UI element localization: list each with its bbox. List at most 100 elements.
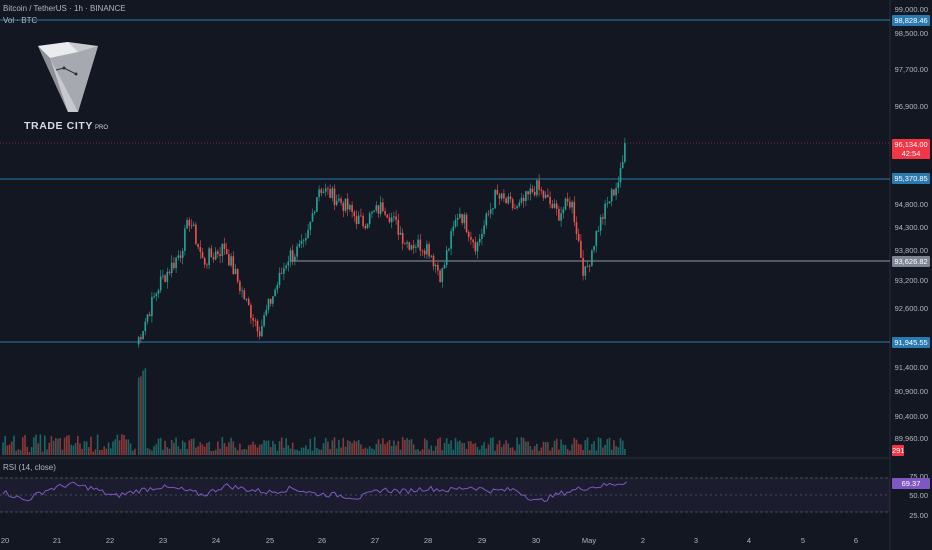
date-axis-tick: 4 <box>746 536 752 545</box>
candle <box>474 242 477 252</box>
candle <box>569 201 571 208</box>
candle <box>551 204 554 208</box>
candle <box>162 275 164 277</box>
rsi-value-tag: 69.37 <box>892 478 930 489</box>
volume-bar <box>103 446 105 455</box>
brand-watermark: TRADE CITY PRO <box>24 120 109 132</box>
volume-bar <box>206 443 208 455</box>
candle <box>538 180 540 190</box>
volume-bar <box>434 446 437 455</box>
volume-bar <box>309 438 312 455</box>
volume-bar <box>461 442 463 455</box>
volume-bar <box>166 447 169 455</box>
volume-bar <box>68 435 70 455</box>
volume-bar <box>307 449 309 455</box>
candle <box>393 216 395 218</box>
volume-bar <box>146 447 149 455</box>
volume-bar <box>114 439 116 455</box>
candle <box>481 233 483 239</box>
date-axis-tick: 25 <box>265 536 275 545</box>
volume-bar <box>46 449 48 455</box>
candle <box>606 203 609 205</box>
volume-bar <box>417 449 419 455</box>
rsi-label[interactable]: RSI (14, close) <box>3 463 56 472</box>
candle <box>593 246 595 251</box>
candle <box>395 216 397 220</box>
candle <box>375 205 378 211</box>
volume-bar <box>37 443 39 455</box>
symbol-title[interactable]: Bitcoin / TetherUS · 1h · BINANCE <box>3 4 126 13</box>
volume-bar <box>173 442 175 455</box>
candle <box>415 247 417 248</box>
volume-bar <box>197 446 199 455</box>
volume-bar <box>584 440 587 455</box>
candle <box>338 198 340 201</box>
candle <box>514 208 516 209</box>
candle <box>373 210 375 212</box>
volume-bar <box>81 448 83 455</box>
volume-bar <box>184 442 186 455</box>
volume-bar <box>450 440 452 455</box>
candle <box>470 236 472 240</box>
candle <box>492 208 494 210</box>
candle <box>518 202 521 207</box>
volume-bar <box>340 447 342 455</box>
candle <box>258 331 261 337</box>
candle <box>382 202 384 212</box>
candle <box>390 217 393 223</box>
volume-bar <box>342 437 345 455</box>
volume-bar <box>265 440 268 455</box>
candle <box>261 325 263 337</box>
date-axis-tick: 30 <box>531 536 541 545</box>
price-axis-tick: 89,960.00 <box>894 434 928 443</box>
candle <box>175 257 177 269</box>
candle <box>485 213 488 226</box>
candle <box>577 233 580 241</box>
volume-bar <box>225 446 228 455</box>
volume-bar <box>505 440 507 455</box>
volume-bar <box>26 446 28 455</box>
candle <box>280 272 283 274</box>
volume-bar <box>571 444 573 455</box>
volume-bar <box>99 450 101 455</box>
volume-bar <box>59 438 61 455</box>
candle <box>287 261 290 266</box>
price-axis-tick: 90,900.00 <box>894 387 928 396</box>
candle <box>164 275 166 282</box>
volume-bar <box>74 442 77 455</box>
candle <box>206 264 208 266</box>
volume-bar <box>597 437 600 455</box>
volume-bar <box>192 438 195 455</box>
volume-bar <box>430 445 433 455</box>
candle <box>371 211 373 214</box>
volume-bar <box>357 439 360 455</box>
volume-indicator-label[interactable]: Vol · BTC <box>3 16 38 25</box>
volume-bar <box>362 448 364 455</box>
volume-bar <box>476 446 479 455</box>
volume-bar <box>503 444 505 455</box>
volume-bar <box>175 437 177 455</box>
volume-bar <box>142 370 144 455</box>
volume-bar <box>327 441 329 455</box>
candle <box>584 266 587 276</box>
volume-bar <box>123 434 125 455</box>
volume-bar <box>454 437 457 455</box>
volume-bar <box>624 448 626 455</box>
candle <box>146 314 149 322</box>
volume-bar <box>55 438 57 455</box>
volume-bar <box>595 450 598 455</box>
volume-bar <box>148 449 151 455</box>
volume-bar <box>90 436 92 455</box>
candle <box>278 272 281 286</box>
volume-bar <box>22 437 24 455</box>
candle <box>516 206 518 209</box>
volume-bar <box>85 441 88 455</box>
volume-bar <box>322 443 325 455</box>
candle <box>456 217 459 220</box>
volume-bar <box>250 444 252 455</box>
volume-bar <box>377 439 380 455</box>
volume-bar <box>4 435 6 455</box>
candle <box>294 256 296 261</box>
